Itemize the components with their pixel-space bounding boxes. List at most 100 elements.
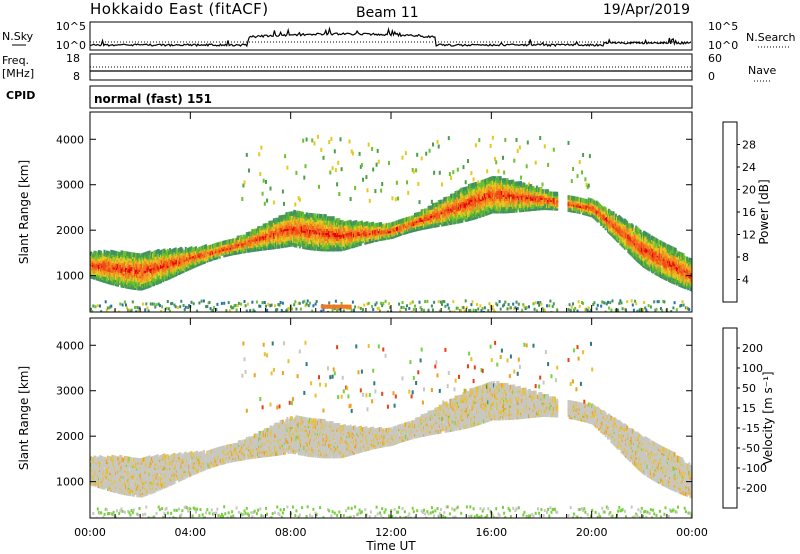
power-cell bbox=[507, 303, 510, 306]
power-cell bbox=[213, 306, 215, 310]
power-cell bbox=[301, 211, 304, 217]
power-cell bbox=[549, 299, 552, 303]
power-cell bbox=[323, 228, 326, 233]
power-cell bbox=[288, 240, 291, 245]
power-cell bbox=[127, 308, 130, 312]
power-cell bbox=[582, 301, 585, 305]
power-cell bbox=[136, 265, 139, 270]
power-cell bbox=[119, 272, 122, 277]
power-cell bbox=[430, 205, 433, 210]
power-cell bbox=[372, 221, 375, 227]
power-cell bbox=[136, 283, 139, 289]
power-cell bbox=[474, 182, 477, 187]
power-cell bbox=[585, 205, 588, 210]
power-cell bbox=[357, 235, 360, 241]
power-cell bbox=[469, 199, 472, 205]
power-cell bbox=[281, 189, 284, 194]
power-cell bbox=[415, 168, 418, 173]
power-cell bbox=[351, 300, 354, 304]
power-cell bbox=[525, 164, 528, 169]
power-cell bbox=[108, 271, 111, 277]
power-cell bbox=[318, 240, 320, 245]
power-cell bbox=[152, 302, 155, 306]
power-cell bbox=[483, 187, 486, 192]
power-cell bbox=[123, 257, 126, 262]
power-cell bbox=[170, 302, 173, 306]
power-cell bbox=[118, 280, 121, 285]
power-cell bbox=[328, 230, 331, 236]
power-cell bbox=[503, 196, 506, 202]
power-cell bbox=[92, 252, 95, 257]
power-cell bbox=[332, 247, 335, 252]
power-cell bbox=[99, 275, 101, 280]
power-cell bbox=[202, 245, 205, 250]
power-cell bbox=[136, 253, 139, 258]
power-cell bbox=[445, 196, 448, 202]
power-cell bbox=[448, 310, 451, 312]
power-cell bbox=[100, 277, 103, 282]
power-cell bbox=[437, 300, 440, 304]
power-cell bbox=[156, 249, 159, 254]
power-cell bbox=[491, 180, 494, 185]
power-cell bbox=[593, 200, 596, 205]
power-cell bbox=[479, 213, 482, 218]
power-cell bbox=[442, 199, 445, 204]
power-cell bbox=[154, 250, 157, 255]
power-cell bbox=[275, 308, 278, 312]
power-cell bbox=[258, 152, 261, 157]
power-cell bbox=[513, 181, 516, 187]
power-cell bbox=[136, 271, 139, 276]
power-cell bbox=[309, 237, 311, 242]
power-cell bbox=[157, 257, 160, 262]
power-cell bbox=[450, 212, 453, 217]
power-cell bbox=[165, 306, 168, 310]
power-cell bbox=[240, 239, 243, 244]
power-cell bbox=[278, 303, 281, 307]
power-cell bbox=[311, 138, 314, 143]
power-cell bbox=[529, 184, 532, 189]
power-cell bbox=[216, 250, 219, 256]
power-cell bbox=[397, 220, 399, 225]
power-cell bbox=[455, 190, 458, 196]
power-cell bbox=[298, 233, 301, 239]
power-cell bbox=[226, 250, 229, 255]
power-cell bbox=[128, 309, 131, 312]
power-cell bbox=[129, 264, 132, 269]
power-cell bbox=[333, 222, 336, 227]
power-cell bbox=[529, 190, 532, 195]
power-cell bbox=[504, 178, 507, 183]
power-cell bbox=[426, 299, 429, 303]
power-cell bbox=[338, 192, 341, 196]
power-cell bbox=[460, 210, 463, 215]
power-cell bbox=[250, 231, 253, 236]
power-cell bbox=[481, 202, 484, 207]
power-cell bbox=[172, 256, 175, 262]
power-cell bbox=[432, 203, 434, 208]
power-cell bbox=[585, 182, 588, 187]
power-cell bbox=[400, 218, 403, 224]
power-cell bbox=[535, 197, 538, 203]
power-cell bbox=[160, 250, 162, 255]
power-cell bbox=[398, 227, 401, 233]
power-cell bbox=[95, 263, 98, 269]
power-cell bbox=[239, 241, 241, 246]
power-cell bbox=[143, 279, 146, 284]
power-cell bbox=[197, 249, 200, 254]
power-cell bbox=[552, 147, 555, 152]
power-cell bbox=[204, 244, 206, 250]
power-cell bbox=[340, 220, 343, 225]
power-cell bbox=[116, 251, 118, 256]
power-cell bbox=[509, 179, 512, 185]
power-cell bbox=[270, 239, 273, 244]
power-cell bbox=[119, 276, 122, 282]
power-cell bbox=[399, 309, 402, 312]
power-cell bbox=[433, 170, 436, 175]
power-cell bbox=[368, 228, 371, 234]
power-cell bbox=[548, 191, 551, 196]
power-cell bbox=[583, 204, 586, 210]
power-cell bbox=[90, 251, 92, 256]
power-cell bbox=[320, 230, 323, 235]
power-cell bbox=[167, 250, 170, 256]
power-cell bbox=[217, 250, 220, 255]
power-cell bbox=[275, 236, 278, 241]
